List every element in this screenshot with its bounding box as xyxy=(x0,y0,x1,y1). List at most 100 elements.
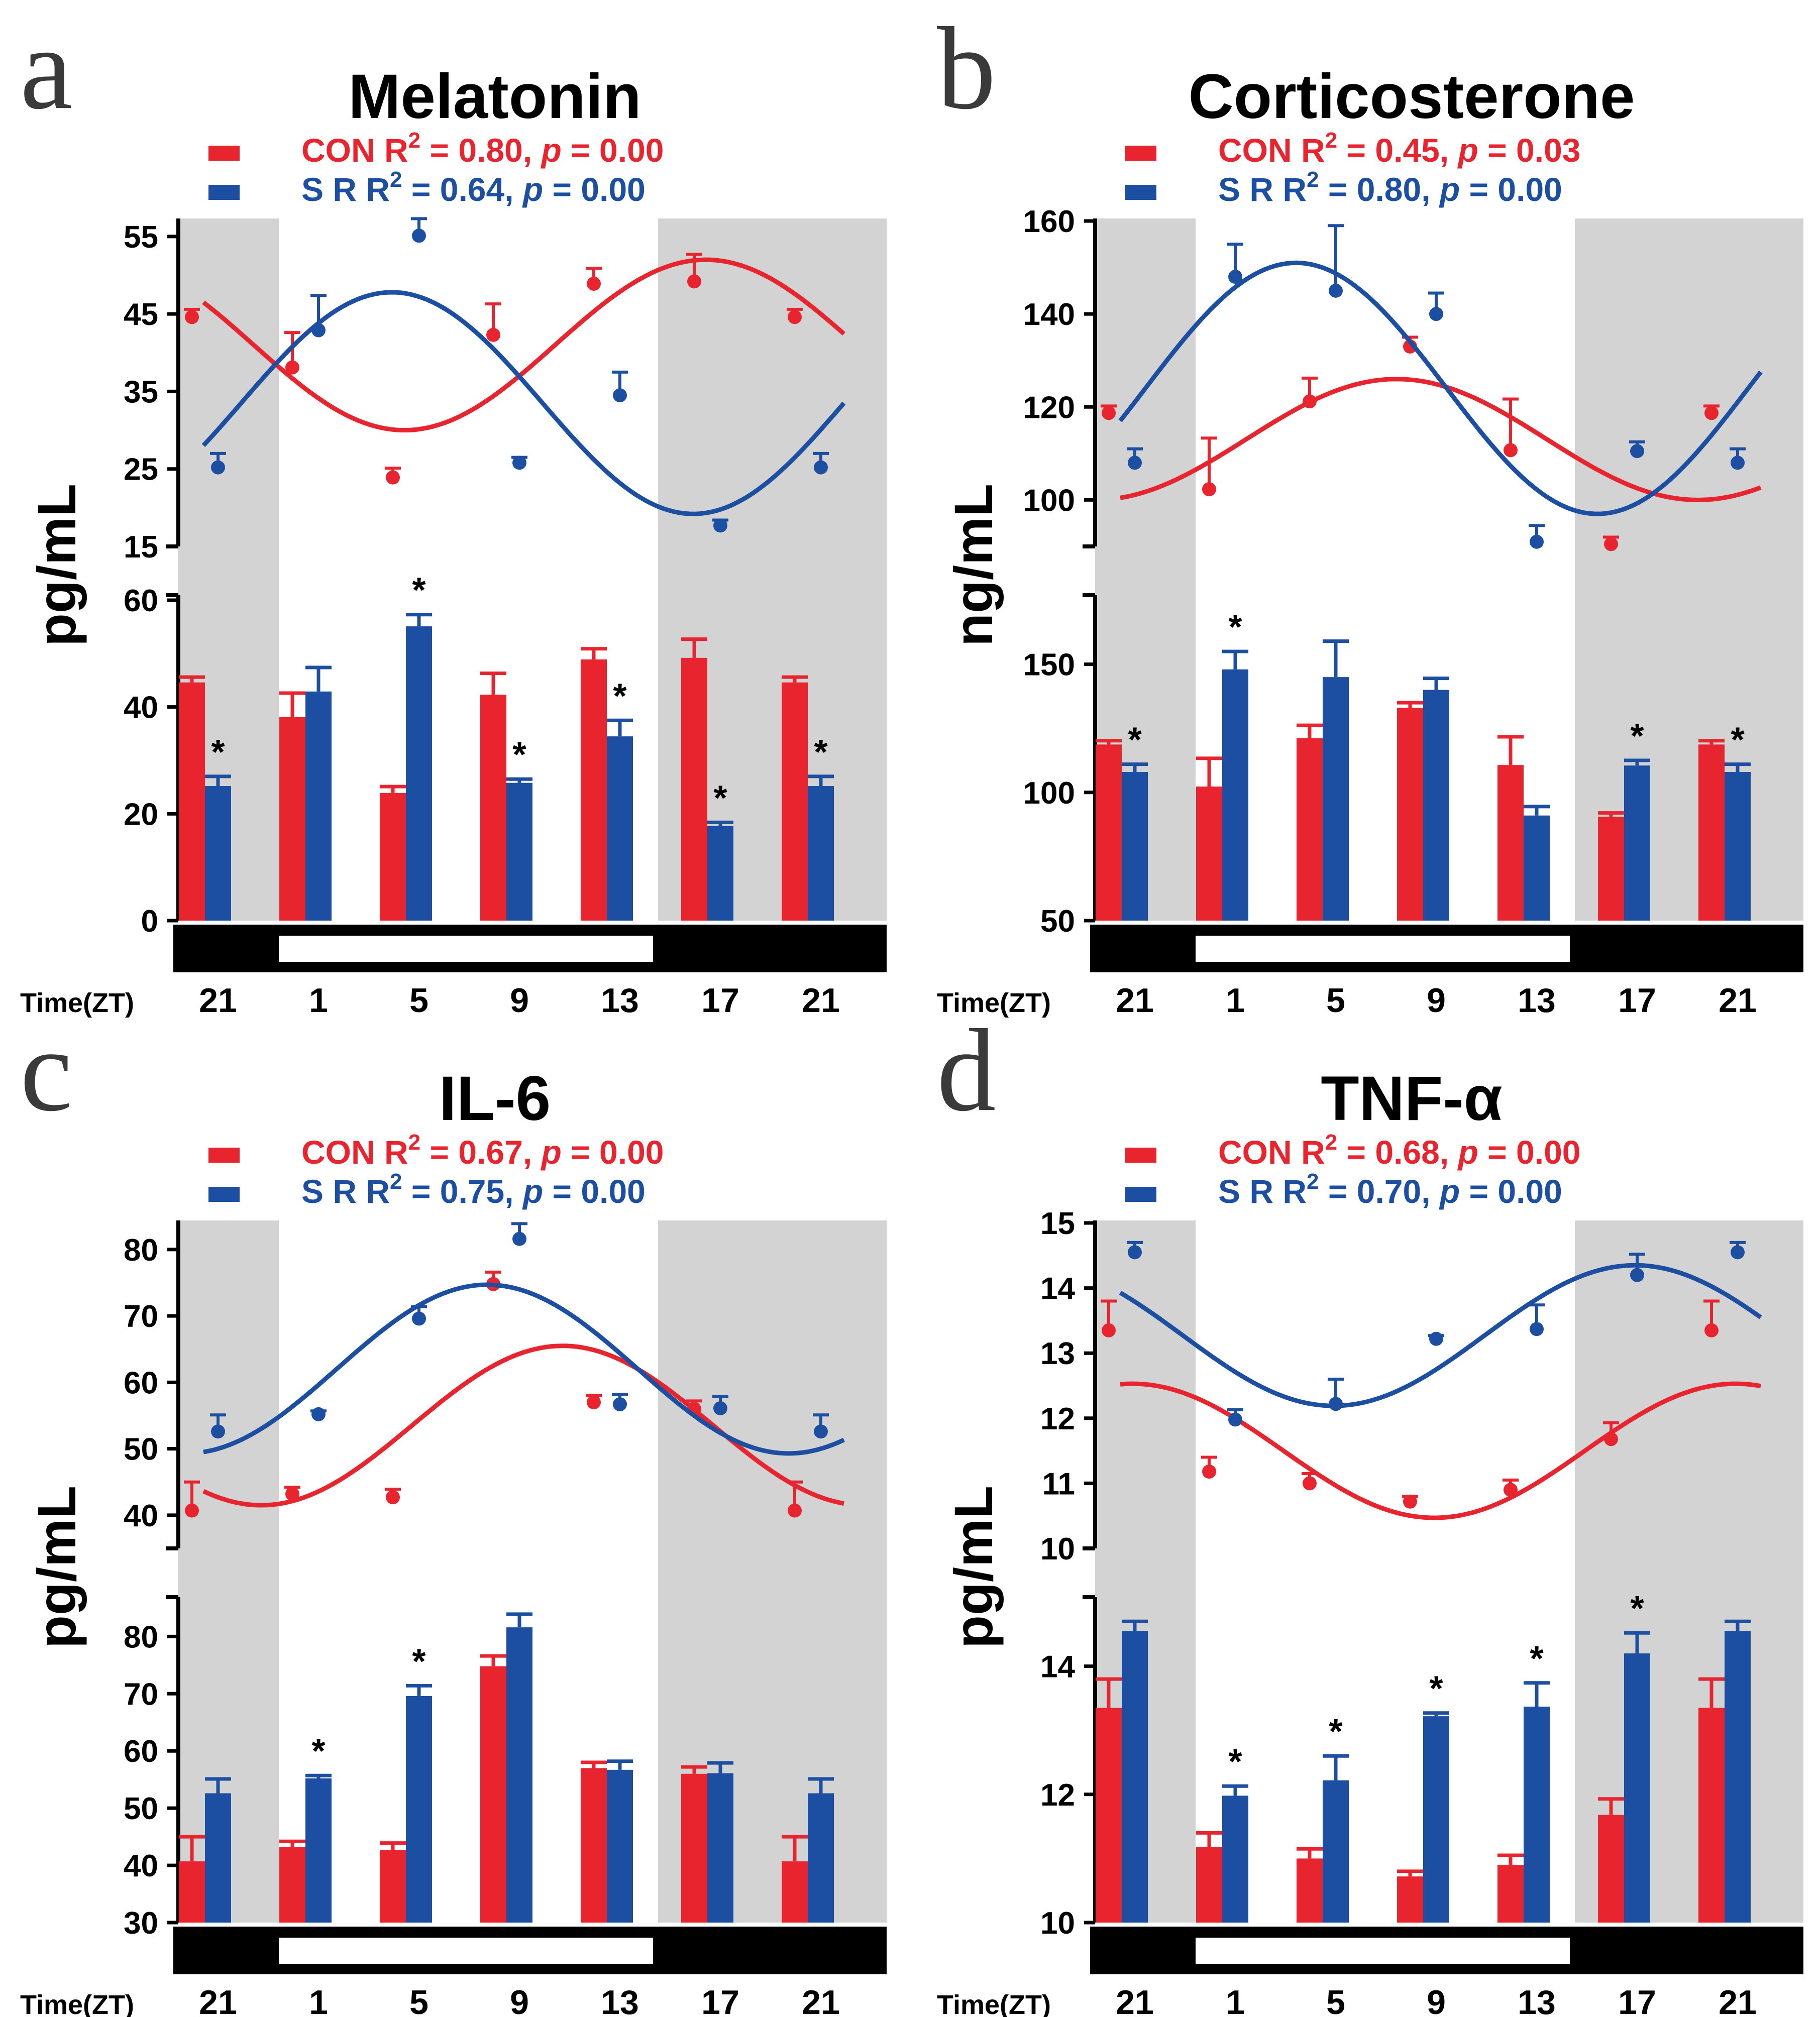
data-point-sr xyxy=(311,323,326,338)
data-point-con xyxy=(1504,443,1518,458)
x-tick-label: 13 xyxy=(601,981,639,1020)
x-tick-label: 21 xyxy=(1116,1983,1154,2017)
x-tick-label: 17 xyxy=(1618,1983,1656,2017)
data-point-sr xyxy=(1228,1412,1242,1427)
y-tick-label: 55 xyxy=(124,220,158,255)
bar-con xyxy=(1397,708,1423,921)
data-point-con xyxy=(285,360,299,375)
y-axis-label: ng/mL xyxy=(943,484,1004,646)
legend-p-symbol: p xyxy=(522,1173,543,1210)
y-tick-label: 14 xyxy=(1040,1650,1075,1685)
data-point-sr xyxy=(1731,456,1745,470)
y-tick-label: 30 xyxy=(124,1906,158,1941)
y-tick-label: 40 xyxy=(124,1499,158,1533)
legend-series-name: CON R xyxy=(301,132,408,169)
data-point-sr xyxy=(211,1424,225,1439)
legend-swatch xyxy=(1125,185,1156,200)
bar-con xyxy=(179,1861,205,1923)
x-tick-label: 1 xyxy=(1226,1983,1245,2017)
legend-label: CON R2 = 0.45, p = 0.03 xyxy=(1218,128,1581,169)
legend-r2-superscript: 2 xyxy=(408,1130,420,1155)
bar-con xyxy=(1196,787,1222,921)
data-point-con xyxy=(1604,1432,1618,1446)
bar-sr xyxy=(1624,765,1650,921)
bar-sr xyxy=(406,626,432,921)
data-point-con xyxy=(486,327,500,342)
bar-sr xyxy=(607,1769,633,1923)
x-tick-label: 13 xyxy=(1518,1983,1556,2017)
data-point-sr xyxy=(1429,1331,1443,1346)
data-point-con xyxy=(1504,1483,1518,1497)
legend-p-value: = 0.00 xyxy=(543,1173,646,1210)
fit-curve-sr xyxy=(1119,1263,1762,1408)
significance-star: * xyxy=(713,778,727,817)
bar-series-group: ** xyxy=(179,1612,834,1923)
legend-entry-sr: S R R2 = 0.75, p = 0.00 xyxy=(208,1169,646,1210)
legend-entry-con: CON R2 = 0.45, p = 0.03 xyxy=(1125,128,1581,169)
y-tick-label: 100 xyxy=(1023,483,1075,518)
y-tick-label: 40 xyxy=(124,691,158,725)
legend-series-name: S R R xyxy=(301,171,390,208)
legend-p-symbol: p xyxy=(1457,1134,1478,1171)
x-tick-label: 21 xyxy=(1719,981,1757,1020)
legend-p-symbol: p xyxy=(541,132,562,169)
bar-sr xyxy=(1323,1780,1349,1923)
y-tick-label: 15 xyxy=(1040,1206,1075,1241)
legend-label: S R R2 = 0.75, p = 0.00 xyxy=(301,1169,646,1210)
legend-series-name: CON R xyxy=(1218,1134,1325,1171)
x-tick-label: 13 xyxy=(601,1983,639,2017)
legend-r2-value: = 0.45, xyxy=(1337,132,1458,169)
legend-swatch xyxy=(208,146,240,161)
dark-phase-shade-right xyxy=(1575,218,1803,921)
legend-series-name: CON R xyxy=(301,1134,408,1171)
y-tick-label: 60 xyxy=(124,584,158,618)
y-tick-label: 12 xyxy=(1040,1778,1075,1813)
legend-label: CON R2 = 0.67, p = 0.00 xyxy=(301,1130,664,1171)
bar-con xyxy=(279,717,305,921)
significance-star: * xyxy=(1630,1589,1644,1628)
bar-sr xyxy=(808,1793,834,1923)
bar-sr xyxy=(506,782,532,921)
legend-r2-value: = 0.80, xyxy=(420,132,541,169)
y-tick-label: 80 xyxy=(124,1233,158,1268)
x-tick-label: 9 xyxy=(1427,1983,1446,2017)
bar-con xyxy=(1497,765,1524,921)
data-point-sr xyxy=(512,1231,526,1246)
chart-title: TNF-α xyxy=(1321,1064,1502,1134)
data-point-sr xyxy=(1128,456,1142,470)
significance-star: * xyxy=(1630,716,1644,755)
legend-label: S R R2 = 0.64, p = 0.00 xyxy=(301,167,646,208)
bar-con xyxy=(480,1666,506,1923)
y-axis-label: pg/mL xyxy=(26,1486,87,1648)
data-point-con xyxy=(1202,1465,1216,1479)
bar-sr xyxy=(1725,771,1751,921)
cosinor-plot xyxy=(184,217,846,533)
bar-con xyxy=(1397,1876,1423,1923)
data-point-sr xyxy=(1530,1322,1544,1336)
legend-swatch xyxy=(208,1187,240,1202)
light-phase-bar xyxy=(279,1938,653,1964)
y-tick-label: 13 xyxy=(1040,1336,1075,1371)
data-point-sr xyxy=(311,1407,326,1421)
y-axis: 100 120 140 160 50 100 150 xyxy=(1023,204,1097,939)
legend-p-symbol: p xyxy=(541,1134,562,1171)
bar-con xyxy=(1096,744,1122,921)
data-point-con xyxy=(1303,394,1317,409)
y-tick-label: 50 xyxy=(124,1432,158,1467)
y-tick-label: 100 xyxy=(1023,776,1075,811)
legend-r2-superscript: 2 xyxy=(1325,128,1337,153)
data-point-con xyxy=(587,276,601,291)
data-point-con xyxy=(788,310,802,324)
y-axis-label: pg/mL xyxy=(943,1486,1004,1648)
x-tick-label: 21 xyxy=(199,1983,237,2017)
legend-p-value: = 0.00 xyxy=(1478,1134,1581,1171)
panel-letter: d xyxy=(937,1005,996,1136)
y-tick-label: 12 xyxy=(1040,1402,1075,1436)
legend-label: S R R2 = 0.70, p = 0.00 xyxy=(1218,1169,1562,1210)
y-tick-label: 40 xyxy=(124,1849,158,1883)
legend-label: CON R2 = 0.80, p = 0.00 xyxy=(301,128,664,169)
x-tick-label: 21 xyxy=(199,981,237,1020)
x-tick-label: 9 xyxy=(510,1983,529,2017)
legend-r2-superscript: 2 xyxy=(408,128,420,153)
x-tick-label: 1 xyxy=(1226,981,1245,1020)
